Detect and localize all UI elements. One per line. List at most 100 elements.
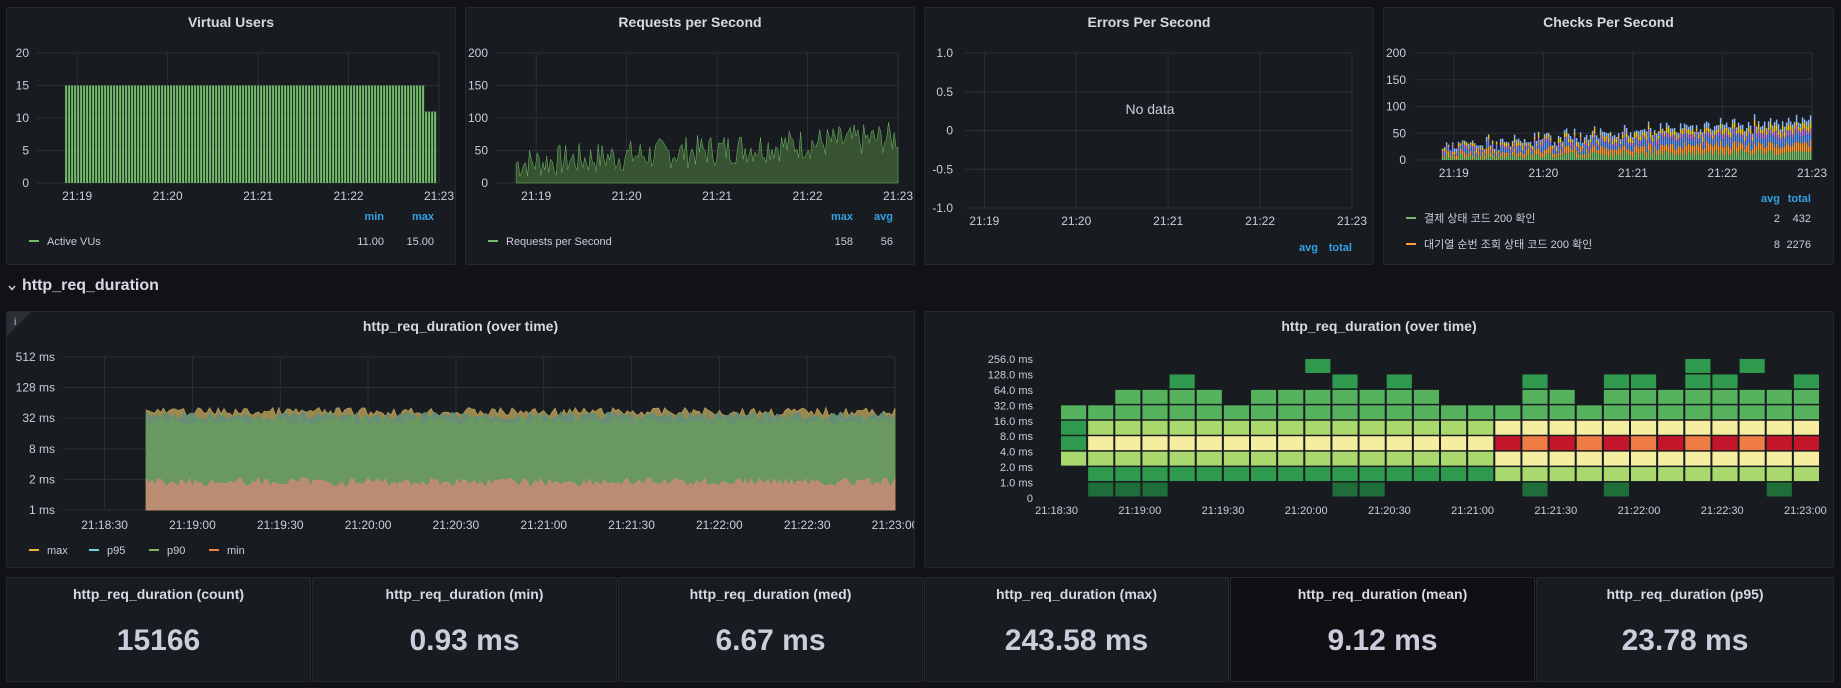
row-title[interactable]: http_req_duration (22, 277, 159, 294)
check-bar (1643, 138, 1646, 146)
x-tick-label: 21:21:00 (520, 518, 567, 532)
check-bar (1657, 135, 1660, 140)
check-bar (1519, 140, 1522, 144)
panel-checks-per-second[interactable]: Checks Per Second 0 50 100 150 200 21:19 21:20… (1383, 7, 1834, 265)
check-bar (1553, 141, 1556, 146)
legend-value: 8 (1774, 239, 1780, 251)
x-tick-label: 21:19:30 (257, 518, 304, 532)
check-bar (1535, 145, 1538, 148)
check-bar (1537, 148, 1540, 154)
check-bar (1613, 142, 1616, 146)
check-bar (1627, 137, 1630, 143)
vu-bar (152, 85, 155, 183)
check-bar (1761, 125, 1764, 131)
check-bar (1541, 138, 1544, 141)
panel-requests-per-second[interactable]: Requests per Second 0 50 100 150 200 21:19 21:… (465, 7, 915, 265)
heatmap-cell (1739, 359, 1765, 373)
check-bar (1773, 131, 1776, 138)
heatmap-cell (1359, 451, 1385, 466)
heatmap-cell (1685, 405, 1711, 420)
check-bar (1483, 152, 1486, 154)
check-bar (1787, 130, 1790, 137)
check-bar (1625, 133, 1628, 138)
heatmap-cell (1766, 482, 1792, 497)
check-bar (1469, 154, 1472, 160)
stat-panel[interactable]: http_req_duration (mean) 9.12 ms (1230, 577, 1535, 682)
check-bar (1541, 141, 1544, 147)
check-bar (1769, 142, 1772, 151)
stat-panel[interactable]: http_req_duration (min) 0.93 ms (312, 577, 617, 682)
vu-bar (167, 85, 170, 183)
check-bar (1443, 156, 1446, 158)
stat-value: 23.78 ms (1621, 624, 1749, 657)
heatmap-cell (1386, 436, 1412, 451)
stat-panel[interactable]: http_req_duration (med) 6.67 ms (618, 577, 923, 682)
check-bar (1655, 138, 1658, 141)
check-bar (1705, 130, 1708, 136)
x-tick-label: 21:20:30 (433, 518, 480, 532)
check-bar (1509, 147, 1512, 149)
check-bar (1461, 143, 1464, 145)
stat-value: 243.58 ms (1004, 624, 1149, 657)
heatmap-cell (1061, 436, 1087, 451)
check-bar (1467, 149, 1470, 154)
panel-errors-per-second[interactable]: Errors Per Second 1.0 0.5 0 -0.5 -1.0 21:19 21… (924, 7, 1374, 265)
check-bar (1471, 140, 1474, 143)
check-bar (1761, 138, 1764, 144)
panel-duration-heatmap[interactable]: http_req_duration (over time) 256.0 ms 12… (924, 311, 1834, 568)
vu-bar (188, 85, 191, 183)
check-bar (1605, 138, 1608, 143)
check-bar (1631, 151, 1634, 158)
check-bar (1511, 155, 1514, 160)
check-bar (1741, 144, 1744, 150)
heatmap-cell (1413, 420, 1439, 435)
check-bar (1443, 147, 1446, 149)
check-bar (1545, 142, 1548, 149)
check-bar (1803, 123, 1806, 129)
check-bar (1695, 151, 1698, 160)
check-bar (1785, 136, 1788, 143)
check-bar (1443, 157, 1446, 160)
heatmap-cell (1712, 389, 1738, 404)
heatmap-cell (1359, 482, 1385, 497)
check-bar (1795, 131, 1798, 142)
stat-panel[interactable]: http_req_duration (max) 243.58 ms (924, 577, 1229, 682)
check-bar (1551, 145, 1554, 147)
stat-panel[interactable]: http_req_duration (count) 15166 (6, 577, 311, 682)
check-bar (1761, 153, 1764, 160)
vu-bar (236, 85, 239, 183)
panel-virtual-users[interactable]: Virtual Users 0 5 10 15 20 21:19 21:20 21:21 21:… (6, 7, 456, 265)
check-bar (1583, 140, 1586, 144)
check-bar (1443, 151, 1446, 153)
check-bar (1605, 136, 1608, 139)
vu-bar (176, 85, 179, 183)
heatmap-cell (1468, 467, 1494, 482)
check-bar (1673, 135, 1676, 141)
check-bar (1683, 141, 1686, 152)
check-bar (1577, 141, 1580, 145)
check-bar (1649, 132, 1652, 138)
check-bar (1701, 155, 1704, 160)
heatmap-cell (1305, 359, 1331, 373)
panel-duration-over-time[interactable]: i http_req_duration (over time) 512 ms 12… (6, 311, 915, 568)
heatmap-cell (1603, 374, 1629, 389)
check-bar (1697, 134, 1700, 139)
x-tick-label: 21:19 (969, 214, 999, 228)
heatmap-cell (1251, 405, 1277, 420)
check-bar (1671, 137, 1674, 145)
check-bar (1531, 155, 1534, 158)
check-bar (1605, 147, 1608, 156)
check-bar (1749, 140, 1752, 151)
info-icon[interactable]: i (7, 312, 31, 336)
check-bar (1533, 136, 1536, 139)
check-bar (1589, 139, 1592, 143)
check-bar (1595, 142, 1598, 147)
stat-panel[interactable]: http_req_duration (p95) 23.78 ms (1536, 577, 1834, 682)
check-bar (1631, 145, 1634, 152)
stat-title: http_req_duration (min) (385, 586, 544, 602)
chevron-down-icon[interactable] (8, 284, 16, 292)
vu-bar (170, 85, 173, 183)
heatmap-cell (1712, 374, 1738, 389)
check-bar (1677, 141, 1680, 146)
check-bar (1623, 129, 1626, 132)
